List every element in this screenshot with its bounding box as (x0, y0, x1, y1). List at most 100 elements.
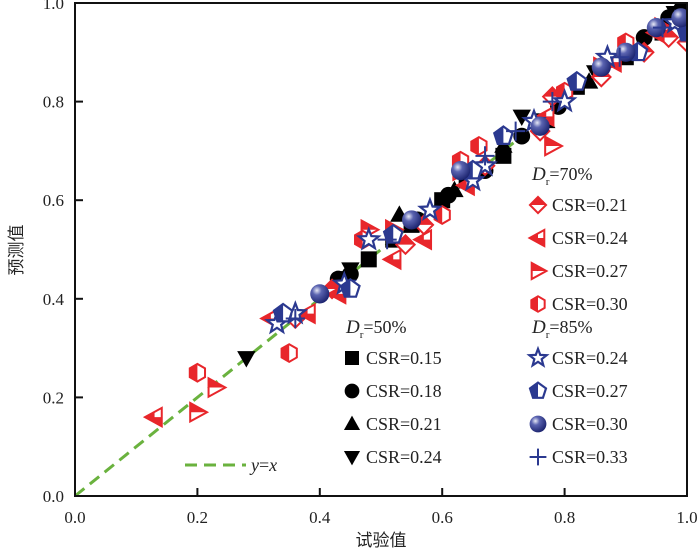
legend-item: CSR=0.27 (530, 261, 628, 281)
legend-item: CSR=0.18 (344, 381, 442, 401)
legend-marker (529, 415, 547, 433)
legend-label: CSR=0.30 (552, 414, 628, 434)
legend-item: CSR=0.30 (530, 294, 628, 314)
data-point (417, 196, 443, 221)
legend-marker (529, 448, 547, 466)
legend-marker (526, 345, 550, 368)
legend-ref-x: x (268, 455, 277, 475)
legend-ref-eq: = (259, 455, 269, 475)
legend-marker (343, 415, 361, 430)
data-point (542, 92, 562, 112)
data-point (591, 57, 611, 77)
legend-group-title: Dr=70% (531, 164, 593, 188)
legend-group-title: Dr=85% (531, 317, 593, 341)
y-tick-label: 0.2 (43, 388, 64, 407)
series-11 (310, 8, 688, 304)
data-point (360, 251, 377, 268)
legend-item: CSR=0.33 (529, 447, 628, 467)
x-tick-label: 0.6 (432, 508, 453, 527)
legend-item: CSR=0.27 (528, 381, 628, 401)
data-point (544, 135, 565, 157)
legend-label: CSR=0.30 (552, 294, 628, 314)
x-tick-label: 0.0 (64, 508, 85, 527)
series-12 (285, 18, 673, 329)
legend-reference-line: y=x (185, 455, 277, 475)
legend-marker (530, 295, 546, 313)
y-tick-label: 0.6 (43, 191, 64, 210)
legend-label: CSR=0.27 (552, 261, 628, 281)
y-tick-label: 0.4 (43, 290, 65, 309)
data-point (512, 109, 531, 126)
data-point (142, 406, 163, 429)
data-point (189, 401, 210, 424)
legend-item: CSR=0.24 (343, 447, 442, 467)
legend-item: CSR=0.15 (345, 348, 442, 368)
data-point (445, 180, 464, 198)
data-point (355, 226, 382, 251)
data-point (237, 351, 256, 368)
legend-marker (530, 261, 549, 281)
x-tick-label: 0.8 (554, 508, 575, 527)
x-tick-label: 1.0 (676, 508, 697, 527)
legend-label: CSR=0.33 (552, 447, 628, 467)
legend-marker (345, 351, 359, 365)
legend-item: CSR=0.21 (343, 414, 442, 434)
data-point (671, 8, 688, 28)
x-axis-title: 试验值 (356, 531, 407, 551)
legend-label: CSR=0.24 (552, 348, 628, 368)
data-point (377, 230, 397, 250)
legend-label: CSR=0.18 (366, 381, 442, 401)
legend-group-2: Dr=70% CSR=0.21 CSR=0.24 CSR=0.27 CSR=0.30 (527, 164, 628, 314)
data-point (412, 228, 433, 251)
axis-ticks: 0.0 0.2 0.4 0.6 0.8 1.0 0.0 0.2 0.4 0.6 0.8 1.0 (43, 0, 698, 527)
data-point (207, 376, 228, 399)
legend-group-1: Dr=50% CSR=0.15 CSR=0.18 CSR=0.21 CSR=0.24 (343, 317, 442, 467)
data-points-layer (142, 3, 688, 429)
data-point (272, 302, 294, 323)
data-point (341, 262, 360, 279)
x-tick-label: 0.4 (309, 508, 331, 527)
legend-label: CSR=0.24 (552, 228, 628, 248)
data-point (450, 161, 471, 181)
legend-label: CSR=0.21 (552, 195, 628, 215)
y-axis-title: 预测值 (7, 225, 27, 276)
y-tick-label: 0.0 (43, 487, 64, 506)
data-point (381, 248, 402, 271)
data-point (566, 70, 588, 91)
data-point (551, 88, 578, 113)
data-point (470, 136, 488, 156)
plot-frame (74, 2, 688, 497)
legend-item: CSR=0.24 (527, 228, 628, 248)
legend-marker (344, 383, 360, 399)
data-point (339, 277, 361, 298)
data-point (402, 210, 422, 230)
legend-item: CSR=0.21 (528, 195, 628, 215)
legend-label: CSR=0.21 (366, 414, 442, 434)
legend-label: CSR=0.15 (366, 348, 442, 368)
y-tick-label: 1.0 (43, 0, 64, 13)
data-point (188, 362, 207, 383)
data-point (475, 146, 495, 166)
legend-marker (528, 381, 548, 399)
data-point (506, 121, 526, 141)
data-point (610, 47, 630, 67)
legend-marker (528, 195, 548, 215)
legend-label: CSR=0.27 (552, 381, 628, 401)
x-tick-label: 0.2 (187, 508, 208, 527)
data-point (492, 125, 514, 145)
data-point (310, 284, 330, 304)
legend-item: CSR=0.30 (529, 414, 628, 434)
legend-marker (343, 451, 361, 466)
data-point (530, 116, 550, 136)
y-tick-label: 0.8 (43, 93, 64, 112)
legend-ref-label: y=x (249, 455, 277, 475)
legend-marker (527, 228, 546, 248)
data-point (280, 343, 298, 363)
data-point (652, 18, 673, 38)
legend-group-3: Dr=85% CSR=0.24 CSR=0.27 CSR=0.30 CSR=0.33 (526, 317, 628, 467)
legend-group-title: Dr=50% (345, 317, 407, 341)
data-point (285, 308, 305, 329)
legend-item: CSR=0.24 (526, 345, 628, 368)
legend-label: CSR=0.24 (366, 447, 442, 467)
